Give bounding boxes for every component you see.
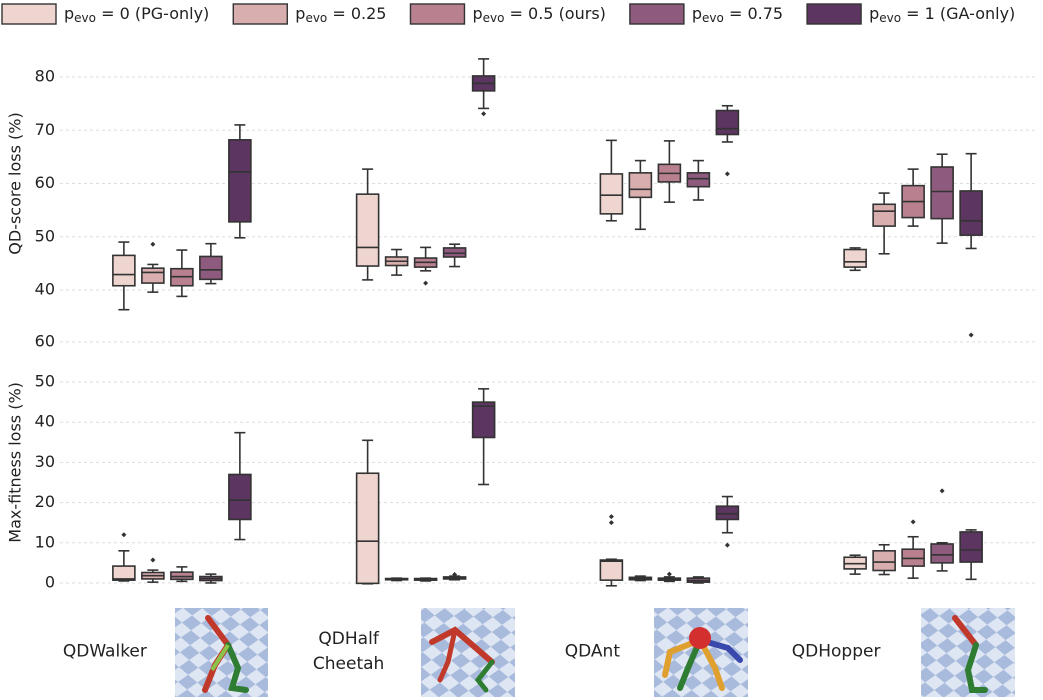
outlier [968,332,974,338]
outlier [724,542,730,548]
legend-label: pevo = 0.75 [692,4,783,25]
outlier [423,280,429,286]
y-tick-label: 60 [35,173,55,192]
legend-label: pevo = 0.5 (ours) [472,4,605,25]
y-tick-label: 80 [35,67,55,86]
box [715,109,740,136]
box [901,548,925,567]
box [355,472,380,585]
outlier [121,532,127,538]
legend-swatch [232,3,288,25]
box [141,267,165,284]
box [930,543,954,564]
legend-entry: pevo = 1 (GA-only) [806,3,1015,25]
category-label: QDWalker [62,641,147,662]
box [599,559,624,581]
box [843,248,867,268]
box [959,190,983,236]
outlier [150,557,156,563]
box [715,505,740,521]
box [930,166,954,220]
halfcheetah-image [421,608,515,697]
box [872,550,896,572]
box [959,531,983,563]
legend-entry: pevo = 0 (PG-only) [1,3,209,25]
y-tick-label: 50 [35,226,55,245]
box [170,571,194,581]
box [228,139,252,223]
y-tick-label: 70 [35,120,55,139]
ant-image [654,608,748,697]
robot-images [175,608,1015,697]
y-axis-label: Max-fitness loss (%) [6,382,25,543]
box [112,254,136,287]
y-tick-label: 20 [35,492,55,511]
box [471,401,496,439]
outlier [481,111,487,117]
y-tick-label: 40 [35,280,55,299]
category-label: QDHalf Cheetah [312,629,385,674]
legend-swatch [629,3,685,25]
box [355,193,380,267]
legend-swatch [409,3,466,25]
box [872,203,896,227]
outlier [608,520,614,526]
outlier [910,519,916,525]
category-label: QDAnt [564,641,620,662]
y-tick-label: 50 [35,372,55,391]
legend-label: pevo = 0.25 [295,4,386,25]
outlier [452,572,458,578]
outlier [724,171,730,177]
y-tick-label: 10 [35,532,55,551]
y-tick-label: 30 [35,452,55,471]
box [228,473,252,521]
legend-label: pevo = 1 (GA-only) [869,4,1015,25]
hopper-image [921,608,1015,697]
legend-entry: pevo = 0.75 [629,3,783,25]
box [628,172,653,199]
outlier [939,488,945,494]
box [599,173,624,215]
legend-label: pevo = 0 (PG-only) [64,4,209,25]
y-tick-label: 0 [45,572,55,591]
box [112,565,136,581]
legend-swatch [1,3,57,25]
box [199,255,223,281]
outlier [666,571,672,577]
y-tick-label: 40 [35,412,55,431]
category-label: QDHopper [791,641,881,662]
legend-entry: pevo = 0.25 [232,3,386,25]
legend-entry: pevo = 0.5 (ours) [409,3,606,25]
walker-image [175,608,268,697]
y-tick-label: 60 [35,331,55,350]
outlier [150,241,156,247]
box [686,172,711,188]
outlier [608,514,614,520]
y-axis-label: QD-score loss (%) [6,112,25,254]
legend-swatch [806,3,862,25]
